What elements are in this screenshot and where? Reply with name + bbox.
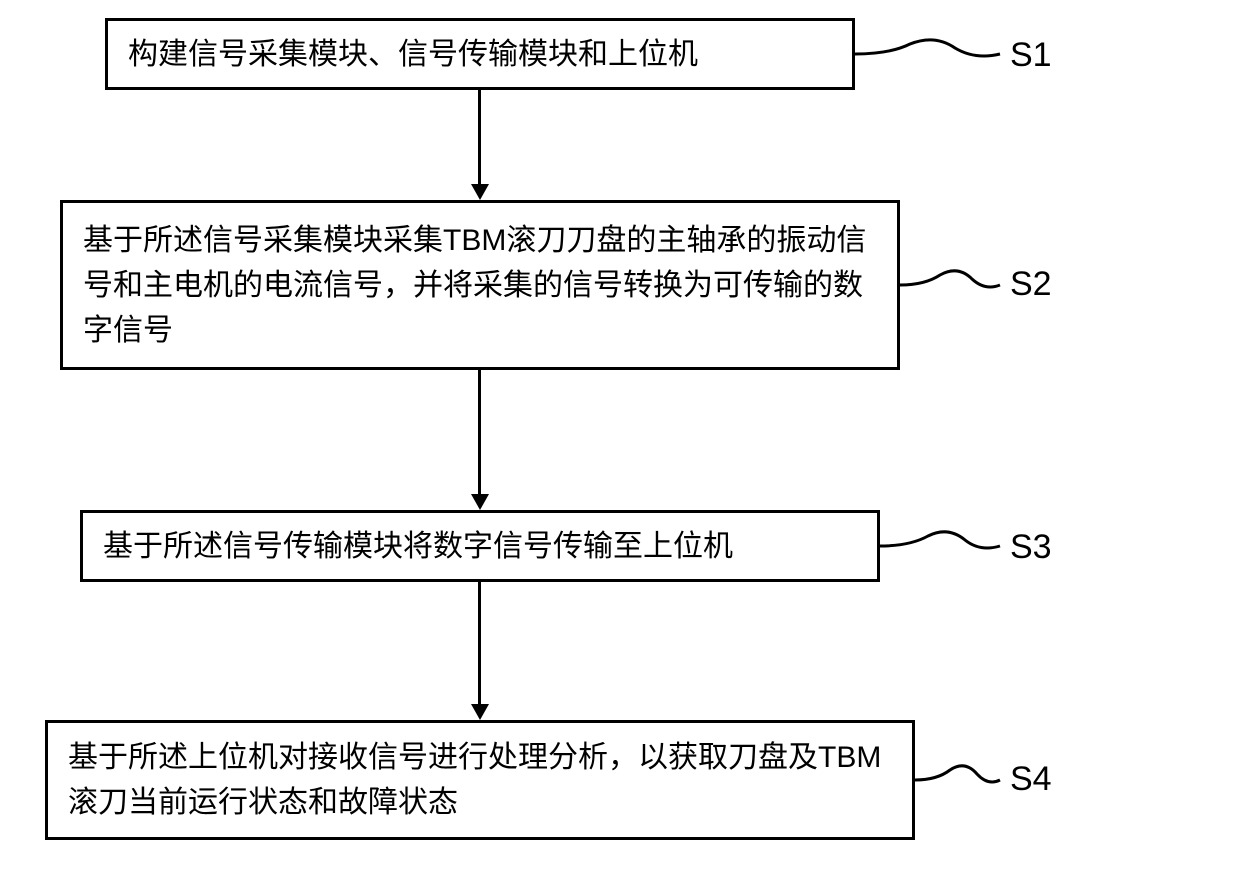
flowchart-box-s3: 基于所述信号传输模块将数字信号传输至上位机 [80, 510, 880, 582]
arrow-s1-s2 [478, 90, 481, 185]
arrowhead-s3-s4 [471, 704, 489, 720]
arrow-s3-s4 [478, 582, 481, 704]
connector-s1 [855, 34, 1005, 74]
flowchart-box-s2: 基于所述信号采集模块采集TBM滚刀刀盘的主轴承的振动信号和主电机的电流信号，并将… [60, 200, 900, 370]
connector-s3 [880, 526, 1005, 566]
step-label-s3: S3 [1010, 528, 1052, 567]
arrowhead-s2-s3 [471, 494, 489, 510]
arrowhead-s1-s2 [471, 184, 489, 200]
flowchart-box-s4: 基于所述上位机对接收信号进行处理分析，以获取刀盘及TBM滚刀当前运行状态和故障状… [45, 720, 915, 840]
arrow-s2-s3 [478, 370, 481, 494]
box-text-s4: 基于所述上位机对接收信号进行处理分析，以获取刀盘及TBM滚刀当前运行状态和故障状… [68, 735, 892, 825]
box-text-s2: 基于所述信号采集模块采集TBM滚刀刀盘的主轴承的振动信号和主电机的电流信号，并将… [83, 218, 877, 353]
connector-s4 [915, 760, 1005, 800]
flowchart-box-s1: 构建信号采集模块、信号传输模块和上位机 [105, 18, 855, 90]
step-label-s1: S1 [1010, 36, 1052, 75]
connector-s2 [900, 265, 1005, 305]
box-text-s1: 构建信号采集模块、信号传输模块和上位机 [128, 32, 698, 77]
step-label-s2: S2 [1010, 265, 1052, 304]
box-text-s3: 基于所述信号传输模块将数字信号传输至上位机 [103, 524, 733, 569]
step-label-s4: S4 [1010, 760, 1052, 799]
flowchart-container: 构建信号采集模块、信号传输模块和上位机 S1 基于所述信号采集模块采集TBM滚刀… [0, 0, 1240, 878]
